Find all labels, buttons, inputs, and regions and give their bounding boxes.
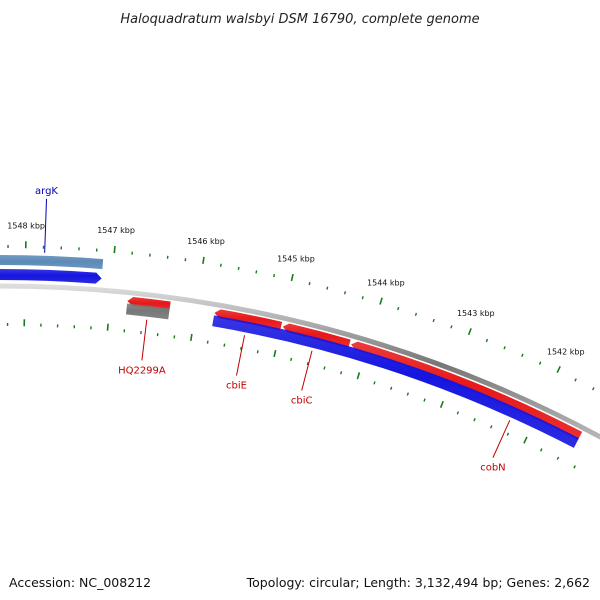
gene-hq2299a-pseudo [125, 303, 170, 320]
tick-minor [290, 357, 293, 362]
tick-label: 1548 kbp [7, 221, 45, 230]
tick-minor [340, 371, 343, 375]
tick-major [106, 323, 109, 331]
tick-minor [308, 282, 311, 286]
tick-major [290, 273, 294, 282]
tick-major [523, 436, 528, 444]
tick-minor [521, 353, 524, 357]
tick-minor [240, 346, 243, 350]
label-leader [492, 420, 511, 458]
tick-major [439, 400, 444, 409]
tick-minor [255, 270, 258, 274]
tick-minor [256, 350, 259, 354]
tick-minor [489, 425, 493, 429]
tick-minor [432, 318, 435, 323]
gene-hq2299a [127, 297, 171, 311]
gene-features [0, 255, 583, 448]
tick-minor [485, 338, 489, 343]
tick-minor [503, 346, 506, 350]
tick-minor [397, 306, 400, 311]
tick-label: 1547 kbp [97, 226, 135, 235]
tick-minor [390, 386, 393, 390]
tick-label: 1546 kbp [187, 237, 225, 246]
tick-minor [414, 312, 418, 317]
label-leader [301, 350, 313, 391]
gene-label-hq2299a: HQ2299A [118, 365, 166, 376]
label-leader [44, 198, 48, 253]
tick-major [189, 333, 193, 342]
tick-major [113, 245, 116, 254]
tick-label: 1544 kbp [367, 278, 405, 287]
tick-minor [206, 340, 209, 344]
tick-minor [456, 411, 460, 415]
tick-minor [326, 286, 329, 290]
gene-fwd-2 [0, 269, 102, 284]
tick-major [202, 256, 205, 264]
tick-minor [556, 456, 560, 460]
tick-major [556, 366, 561, 374]
tick-label: 1543 kbp [457, 309, 495, 318]
tick-minor [506, 432, 510, 436]
map-title: Haloquadratum walsbyi DSM 16790, complet… [120, 12, 479, 27]
genome-backbone [0, 283, 600, 440]
tick-minor [423, 398, 426, 402]
tick-label: 1545 kbp [277, 254, 315, 263]
tick-minor [538, 361, 542, 365]
tick-ring-outer [7, 241, 595, 391]
tick-minor [306, 361, 309, 366]
tick-label: 1542 kbp [547, 348, 585, 357]
tick-major [356, 372, 361, 380]
gene-label-cobN: cobN [480, 463, 505, 474]
tick-minor [574, 378, 577, 382]
label-leader [235, 335, 246, 376]
gene-label-cbiC: cbiC [291, 395, 313, 406]
tick-minor [573, 465, 576, 469]
tick-minor [237, 266, 240, 271]
gene-cbiC [282, 323, 351, 349]
gene-label-outer-argK: argK [35, 186, 58, 197]
tick-minor [539, 448, 543, 452]
tick-labels: 1548 kbp 1547 kbp 1546 kbp 1545 kbp 1544 kbp… [7, 221, 584, 356]
tick-minor [323, 366, 326, 370]
tick-ring-inner [6, 319, 576, 469]
accession-text: Accession: NC_008212 [9, 575, 152, 590]
tick-major [379, 297, 383, 305]
topology-text: Topology: circular; Length: 3,132,494 bp… [246, 575, 590, 590]
tick-major [467, 328, 472, 336]
tick-minor [223, 343, 226, 347]
tick-minor [450, 325, 453, 329]
tick-minor [273, 273, 276, 278]
label-leader [141, 319, 148, 361]
gene-label-cbiE: cbiE [226, 380, 247, 391]
tick-minor [592, 387, 595, 391]
tick-minor [343, 291, 347, 295]
tick-minor [361, 296, 364, 300]
tick-minor [406, 392, 410, 396]
gene-labels: argK HQ2299A cbiE cbiC cobN [35, 186, 511, 474]
tick-minor [219, 263, 222, 267]
gene-rev-fwd-strip [212, 315, 579, 448]
tick-minor [373, 381, 376, 385]
tick-major [273, 349, 277, 358]
gene-outer-argK [0, 255, 104, 270]
tick-minor [473, 418, 476, 422]
